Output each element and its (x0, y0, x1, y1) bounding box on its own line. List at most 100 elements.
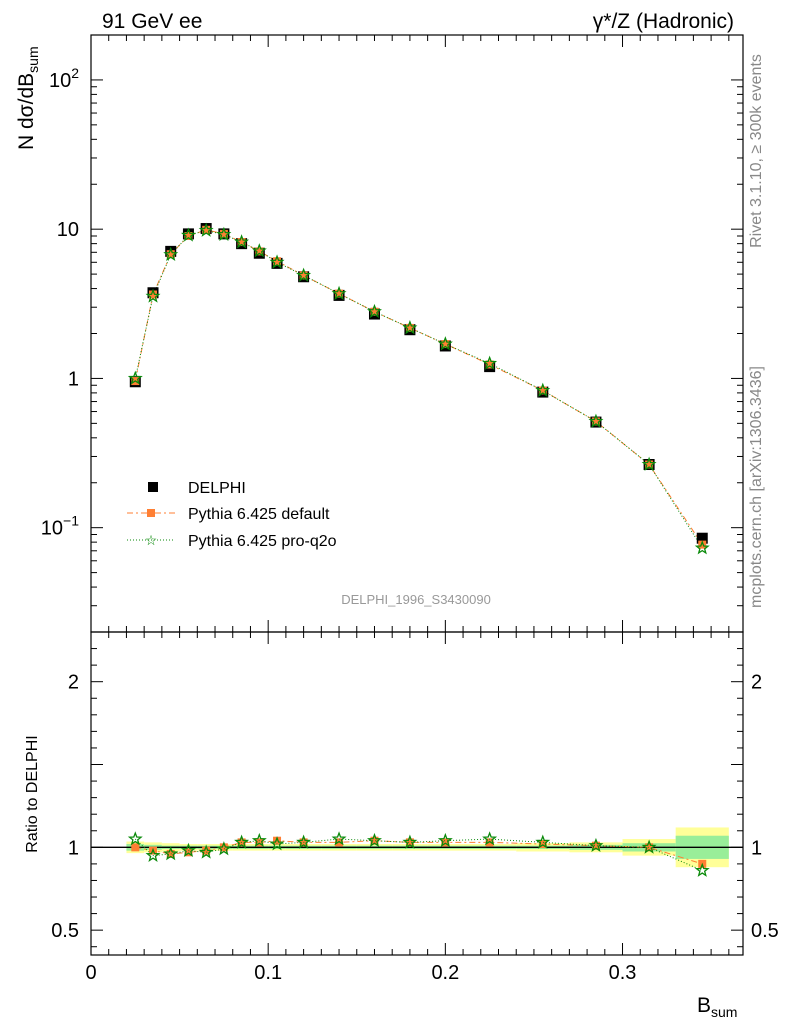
data-point-delphi (696, 532, 708, 544)
data-point-pythia-6-425-default (219, 229, 228, 238)
data-point-pythia-6-425-default (237, 238, 246, 247)
data-point-pythia-6-425-pro-q2o (694, 540, 710, 555)
ratio-point-pythia-6-425-pro-q2o (402, 834, 418, 849)
data-point-pythia-6-425-pro-q2o (535, 382, 551, 397)
ratio-point-pythia-6-425-default (485, 838, 494, 847)
x-axis-label: Bsum (697, 994, 737, 1020)
data-point-pythia-6-425-pro-q2o (588, 413, 604, 428)
ratio-y-tick-label-left: 0.5 (51, 920, 79, 942)
ratio-point-pythia-6-425-pro-q2o (180, 842, 196, 858)
data-point-pythia-6-425-pro-q2o (296, 267, 312, 282)
ratio-point-pythia-6-425-default (405, 838, 414, 847)
data-point-pythia-6-425-default (645, 460, 654, 469)
x-tick-label: 0.3 (609, 962, 637, 984)
main-panel: 10−1 1 10 102 (41, 34, 744, 633)
x-tick-label: 0.1 (254, 962, 282, 984)
data-point-pythia-6-425-pro-q2o (482, 355, 498, 370)
data-point-pythia-6-425-default (698, 540, 707, 549)
ratio-point-pythia-6-425-pro-q2o (331, 831, 347, 846)
data-point-pythia-6-425-pro-q2o (127, 370, 143, 385)
ratio-line-pythia-6-425-pro-q2o (134, 838, 703, 871)
ratio-point-pythia-6-425-default (219, 843, 228, 852)
data-point-pythia-6-425-default (485, 360, 494, 369)
ratio-point-pythia-6-425-default (184, 848, 193, 857)
ratio-panel: 0.5 0.5 1 1 2 2 0 0.1 0.2 0.3 (51, 631, 779, 984)
header-left: 91 GeV ee (102, 10, 202, 33)
main-y-axis-label: N dσ/dBsum (15, 46, 41, 150)
header-right: γ*/Z (Hadronic) (593, 10, 734, 33)
ratio-point-pythia-6-425-pro-q2o (367, 832, 382, 848)
data-point-pythia-6-425-default (273, 257, 282, 266)
legend-marker-default (147, 509, 155, 517)
ratio-point-pythia-6-425-pro-q2o (641, 839, 657, 854)
legend-label-proq2o: Pythia 6.425 pro-q2o (188, 533, 337, 550)
ratio-point-pythia-6-425-pro-q2o (251, 832, 267, 848)
main-y-tick-label: 10−1 (41, 513, 79, 540)
ratio-point-pythia-6-425-pro-q2o (269, 836, 285, 851)
ratio-point-pythia-6-425-pro-q2o (535, 834, 551, 849)
main-y-tick-label: 102 (49, 65, 79, 92)
main-y-axis-label-sub: sum (25, 46, 41, 72)
ratio-point-pythia-6-425-pro-q2o (296, 834, 312, 849)
ratio-point-pythia-6-425-pro-q2o (694, 862, 710, 877)
data-point-pythia-6-425-default (538, 386, 547, 395)
ratio-y-axis-label: Ratio to DELPHI (24, 735, 41, 852)
series-line-pythia-6-425-default (134, 229, 703, 545)
data-point-pythia-6-425-pro-q2o (198, 222, 214, 237)
data-point-pythia-6-425-pro-q2o (216, 226, 232, 241)
ratio-point-pythia-6-425-default (591, 841, 600, 850)
ratio-point-pythia-6-425-default (335, 838, 344, 847)
ratio-point-pythia-6-425-default (202, 846, 211, 855)
x-tick-label: 0.2 (431, 962, 459, 984)
ratio-point-pythia-6-425-pro-q2o (163, 846, 179, 861)
main-y-tick-label: 10 (57, 219, 79, 241)
data-point-pythia-6-425-pro-q2o (180, 227, 196, 242)
legend-marker-delphi (148, 482, 158, 492)
legend-label-delphi: DELPHI (188, 480, 246, 497)
main-y-tick-label: 1 (68, 368, 79, 390)
data-point-pythia-6-425-default (370, 307, 379, 316)
data-point-pythia-6-425-pro-q2o (251, 243, 267, 258)
legend: DELPHI Pythia 6.425 default ☆ Pythia 6.4… (127, 480, 337, 550)
ratio-point-pythia-6-425-pro-q2o (482, 831, 498, 846)
data-point-pythia-6-425-pro-q2o (145, 288, 161, 303)
data-point-pythia-6-425-pro-q2o (437, 336, 453, 351)
ratio-point-pythia-6-425-default (131, 843, 140, 852)
ratio-point-pythia-6-425-pro-q2o (588, 837, 604, 853)
ratio-point-pythia-6-425-pro-q2o (127, 831, 143, 846)
ratio-y-tick-label-left: 1 (68, 837, 79, 859)
ratio-point-pythia-6-425-default (538, 840, 547, 849)
data-point-pythia-6-425-default (405, 323, 414, 332)
legend-marker-proq2o: ☆ (145, 532, 158, 548)
ratio-point-pythia-6-425-default (370, 836, 379, 845)
ratio-point-pythia-6-425-default (255, 838, 264, 847)
data-point-pythia-6-425-default (255, 247, 264, 256)
data-point-pythia-6-425-default (299, 271, 308, 280)
tick-exponent: −1 (63, 513, 79, 529)
rivet-side-text: Rivet 3.1.10, ≥ 300k events (748, 54, 765, 248)
mcplots-side-text: mcplots.cern.ch [arXiv:1306.3436] (748, 366, 765, 608)
data-point-pythia-6-425-default (184, 232, 193, 241)
series-line-pythia-6-425-pro-q2o (134, 229, 703, 549)
data-point-pythia-6-425-default (202, 225, 211, 234)
ratio-y-tick-label-right: 1 (751, 837, 762, 859)
x-tick-label: 0 (85, 962, 96, 984)
analysis-watermark: DELPHI_1996_S3430090 (341, 592, 491, 607)
ratio-point-pythia-6-425-pro-q2o (198, 844, 214, 859)
ratio-point-pythia-6-425-default (645, 843, 654, 852)
data-point-pythia-6-425-pro-q2o (269, 254, 285, 269)
ratio-point-pythia-6-425-default (441, 838, 450, 847)
ratio-y-tick-label-right: 2 (751, 672, 762, 694)
data-point-pythia-6-425-pro-q2o (402, 320, 418, 335)
ratio-point-pythia-6-425-pro-q2o (145, 847, 161, 862)
legend-label-default: Pythia 6.425 default (188, 506, 330, 523)
ratio-y-tick-label-left: 2 (68, 672, 79, 694)
ratio-y-tick-label-right: 0.5 (751, 920, 779, 942)
data-point-pythia-6-425-default (591, 417, 600, 426)
data-point-pythia-6-425-pro-q2o (163, 246, 179, 262)
ratio-point-pythia-6-425-pro-q2o (234, 834, 250, 849)
ratio-point-pythia-6-425-pro-q2o (437, 832, 453, 848)
tick-exponent: 2 (71, 65, 79, 81)
ratio-point-pythia-6-425-pro-q2o (216, 841, 232, 856)
data-point-pythia-6-425-pro-q2o (331, 285, 347, 300)
